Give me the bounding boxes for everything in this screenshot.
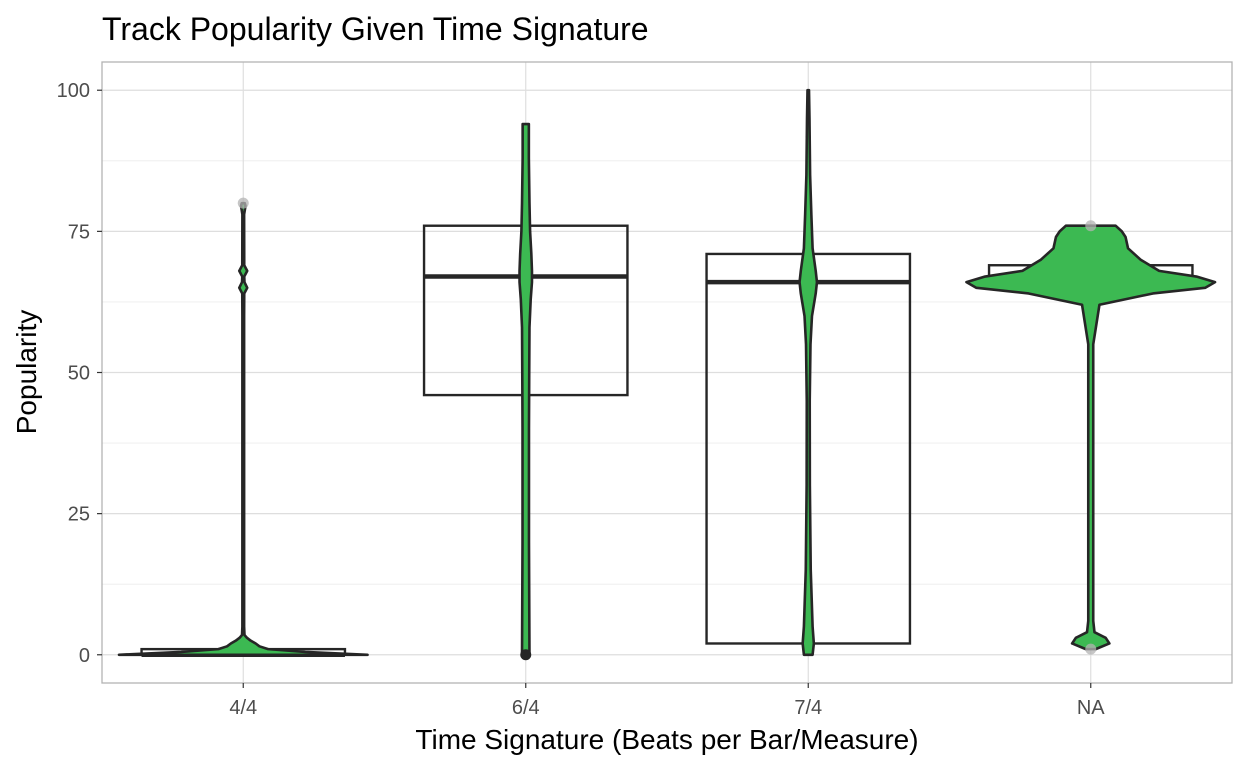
outlier-layer	[237, 197, 1097, 661]
x-tick-label: 6/4	[512, 697, 540, 719]
chart-title: Track Popularity Given Time Signature	[102, 11, 649, 47]
grid	[102, 62, 1232, 683]
violin-layer	[117, 88, 1217, 657]
violin-shape	[518, 122, 534, 657]
outlier-point	[1085, 643, 1097, 655]
y-tick-label: 50	[68, 363, 90, 385]
outlier-point	[237, 197, 249, 209]
y-axis-ticks: 0 25 50 75 100	[57, 80, 102, 667]
x-axis-ticks: 4/4 6/4 7/4 NA	[229, 683, 1105, 719]
violin-shape	[117, 201, 369, 657]
outlier-point	[1085, 220, 1097, 232]
x-tick-label: NA	[1077, 697, 1105, 719]
y-tick-label: 25	[68, 504, 90, 526]
x-tick-label: 4/4	[229, 697, 257, 719]
y-tick-label: 75	[68, 221, 90, 243]
y-tick-label: 0	[79, 645, 90, 667]
violin-min-point	[520, 649, 532, 661]
x-tick-label: 7/4	[794, 697, 822, 719]
violin-shape	[965, 224, 1217, 651]
y-tick-label: 100	[57, 80, 90, 102]
x-axis-title: Time Signature (Beats per Bar/Measure)	[415, 724, 918, 755]
y-axis-title: Popularity	[11, 310, 42, 435]
violin-shape	[798, 88, 819, 657]
